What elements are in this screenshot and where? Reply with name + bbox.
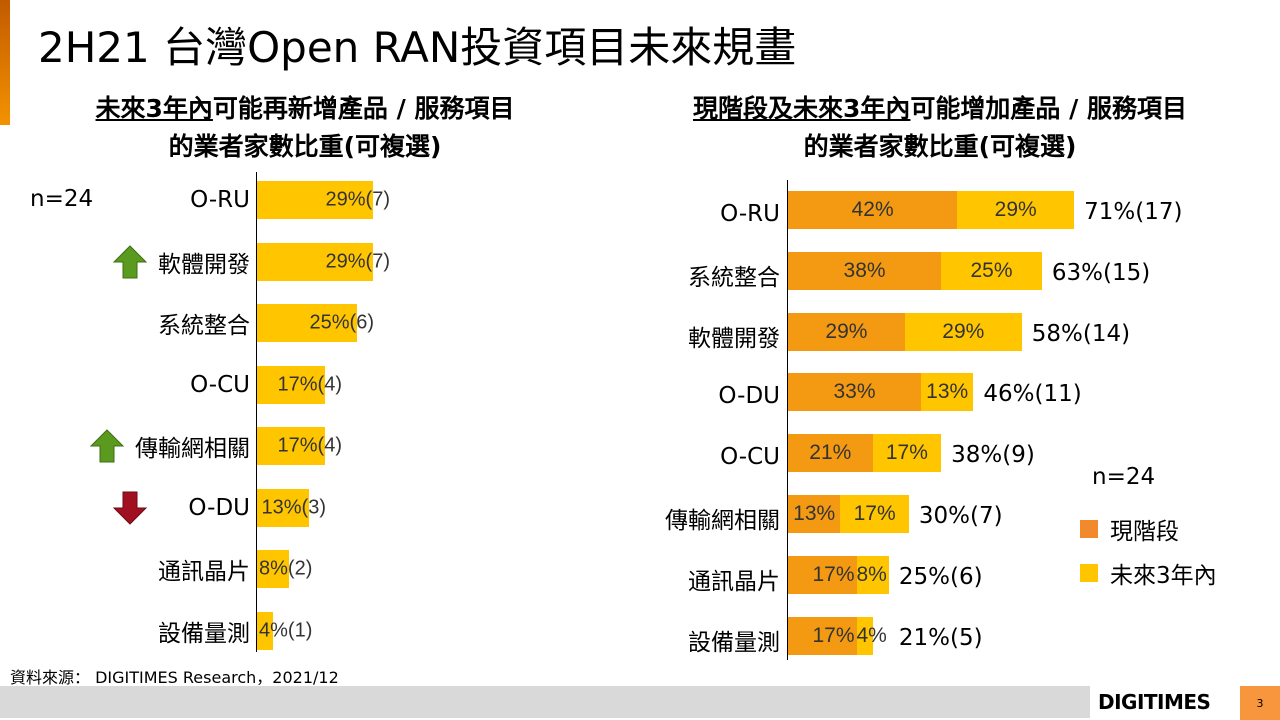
value-label: 4%(1) [259, 619, 312, 642]
digitimes-logo: DIGITIMES [1098, 690, 1211, 714]
count-label: (3) [301, 496, 326, 518]
category-label: 傳輸網相關 [665, 508, 780, 534]
right-chart-title: 現階段及未來3年內可能增加產品 / 服務項目 的業者家數比重(可複選) [620, 90, 1260, 166]
bar-future: 17% [872, 434, 942, 473]
category-label: 系統整合 [688, 264, 780, 291]
left-chart-title: 未來3年內可能再新增產品 / 服務項目 的業者家數比重(可複選) [40, 90, 570, 166]
bar-future: 4% [856, 616, 887, 655]
category-label: 通訊晶片 [688, 568, 780, 595]
left-axis [256, 172, 257, 652]
value-label: 8%(2) [259, 558, 312, 581]
left-title-underlined: 未來3年內 [95, 94, 213, 123]
legend-item-future: 未來3年內 [1080, 556, 1217, 590]
right-title-line2: 的業者家數比重(可複選) [803, 132, 1077, 161]
category-label: O-RU [190, 187, 250, 213]
category-label: 系統整合 [158, 313, 250, 339]
bar-current: 42% [788, 191, 958, 229]
bar-future: 29% [957, 191, 1075, 229]
bar-current: 17% [788, 616, 857, 655]
total-label: 25%(6) [898, 563, 983, 590]
value-label: 17%(4) [278, 435, 342, 458]
footer-band [0, 686, 1090, 718]
bar [257, 427, 325, 465]
bar-current: 13% [788, 495, 841, 533]
count-label: (4) [317, 434, 342, 457]
bar [257, 181, 373, 219]
right-title-rest: 可能增加產品 / 服務項目 [910, 94, 1187, 123]
category-label: O-CU [190, 371, 250, 398]
pct-label: 29% [325, 188, 366, 211]
pct-label: 8% [259, 557, 288, 580]
bar [257, 550, 289, 588]
pct-label: 25% [309, 311, 350, 334]
count-label: (4) [317, 373, 342, 395]
legend-item-current: 現階段 [1080, 512, 1179, 546]
bar-future: 17% [840, 495, 909, 533]
bar [257, 365, 325, 404]
pct-label: 17% [277, 434, 318, 457]
legend-label-current: 現階段 [1110, 519, 1179, 545]
value-label: 13%(3) [262, 496, 326, 519]
legend-swatch-current [1080, 520, 1098, 538]
category-label: 軟體開發 [158, 251, 250, 278]
total-label: 46%(11) [983, 381, 1082, 408]
bar-current: 29% [788, 312, 905, 351]
value-label: 29%(7) [326, 250, 390, 273]
pct-label: 29% [325, 250, 366, 272]
count-label: (7) [365, 188, 390, 211]
bar [257, 611, 273, 650]
trend-up-arrow-icon [89, 428, 125, 464]
bar [257, 488, 309, 527]
pct-label: 13% [261, 496, 302, 518]
legend-label-future: 未來3年內 [1110, 563, 1217, 589]
trend-down-arrow-icon [112, 490, 148, 526]
category-label: O-DU [188, 494, 250, 521]
count-label: (6) [349, 311, 374, 334]
left-n-label: n=24 [30, 186, 94, 212]
total-label: 30%(7) [918, 503, 1003, 529]
total-label: 71%(17) [1084, 199, 1183, 225]
value-label: 17%(4) [278, 373, 342, 396]
total-label: 63%(15) [1051, 259, 1151, 286]
total-label: 58%(14) [1031, 320, 1131, 347]
trend-up-arrow-icon [112, 244, 148, 280]
left-title-line2: 的業者家數比重(可複選) [168, 132, 442, 161]
category-label: 傳輸網相關 [135, 436, 250, 462]
category-label: O-DU [718, 383, 780, 410]
page-number: 3 [1240, 686, 1280, 720]
bar-future: 25% [941, 251, 1042, 290]
accent-bar [0, 0, 10, 125]
value-label: 29%(7) [326, 189, 390, 212]
page-title: 2H21 台灣Open RAN投資項目未來規畫 [38, 23, 797, 72]
category-label: O-CU [720, 444, 780, 471]
bar-future: 13% [920, 373, 974, 412]
right-axis [787, 180, 788, 660]
bar-future: 8% [856, 555, 889, 594]
right-title-underlined: 現階段及未來3年內 [693, 94, 911, 123]
bar-current: 17% [788, 555, 857, 594]
right-n-label: n=24 [1092, 464, 1156, 490]
count-label: (2) [287, 557, 313, 580]
pct-label: 17% [277, 373, 318, 395]
count-label: (7) [365, 250, 390, 272]
category-label: O-RU [720, 201, 780, 227]
bar [257, 242, 373, 281]
left-title-rest: 可能再新增產品 / 服務項目 [212, 94, 515, 123]
pct-label: 4% [259, 619, 288, 641]
bar-current: 33% [788, 373, 921, 412]
bar-current: 38% [788, 251, 942, 290]
legend-swatch-future [1080, 564, 1098, 582]
category-label: 設備量測 [688, 629, 780, 656]
bar-current: 21% [788, 434, 873, 473]
total-label: 21%(5) [898, 624, 983, 651]
bar [257, 304, 357, 342]
category-label: 設備量測 [158, 620, 250, 647]
bar-future: 29% [904, 312, 1022, 351]
source-note: 資料來源： DIGITIMES Research，2021/12 [10, 668, 339, 687]
count-label: (1) [287, 619, 313, 641]
category-label: 通訊晶片 [158, 559, 250, 585]
category-label: 軟體開發 [688, 325, 780, 352]
value-label: 25%(6) [310, 312, 374, 335]
total-label: 38%(9) [951, 442, 1035, 469]
